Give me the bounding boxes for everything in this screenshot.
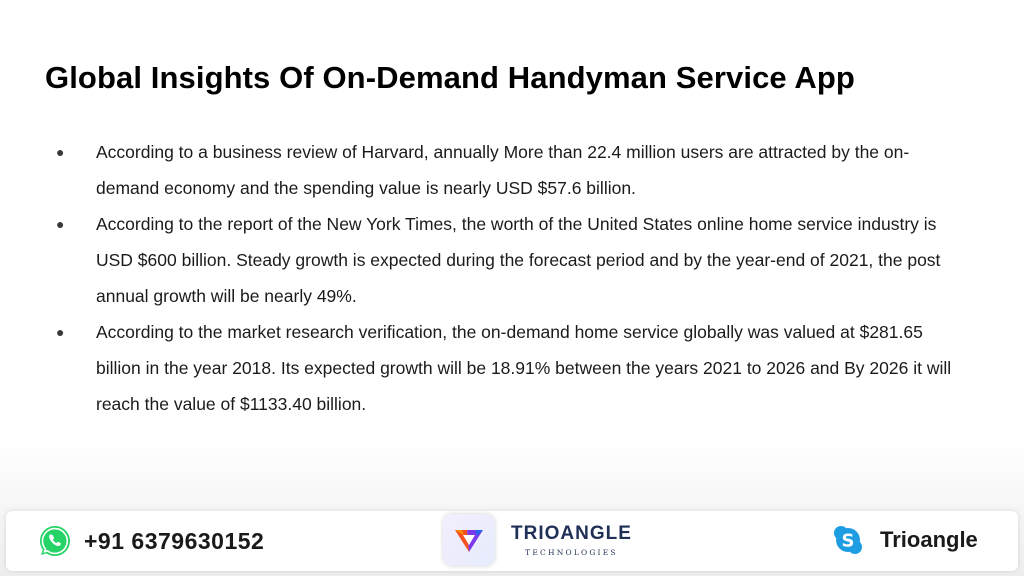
- bullet-item: ● According to the report of the New Yor…: [52, 206, 972, 314]
- bullet-list: ● According to a business review of Harv…: [52, 134, 972, 422]
- slide-title: Global Insights Of On-Demand Handyman Se…: [45, 60, 855, 95]
- trioangle-logo: TRIOANGLE TECHNOLOGIES: [443, 514, 632, 566]
- bullet-marker: ●: [56, 144, 65, 160]
- bullet-marker: ●: [56, 216, 65, 232]
- contact-footer: +91 6379630152 TRIOANGLE TECHNOLOGIES: [6, 511, 1018, 571]
- whatsapp-icon: [38, 524, 72, 558]
- bullet-item: ● According to a business review of Harv…: [52, 134, 972, 206]
- skype-contact[interactable]: S Trioangle: [832, 524, 978, 556]
- skype-name: Trioangle: [880, 527, 978, 552]
- whatsapp-contact[interactable]: +91 6379630152: [38, 524, 264, 558]
- brand-tagline: TECHNOLOGIES: [525, 548, 618, 557]
- phone-number: +91 6379630152: [84, 527, 265, 554]
- bullet-text: According to the report of the New York …: [96, 214, 941, 306]
- brand-wordmark: TRIOANGLE TECHNOLOGIES: [511, 523, 632, 557]
- bullet-text: According to the market research verific…: [96, 322, 952, 414]
- svg-text:S: S: [842, 531, 855, 552]
- trioangle-logo-icon: [443, 514, 495, 566]
- skype-icon: S: [832, 524, 864, 556]
- bullet-item: ● According to the market research verif…: [52, 314, 972, 422]
- bullet-text: According to a business review of Harvar…: [96, 142, 910, 198]
- brand-name: TRIOANGLE: [511, 523, 632, 544]
- bullet-marker: ●: [56, 324, 65, 340]
